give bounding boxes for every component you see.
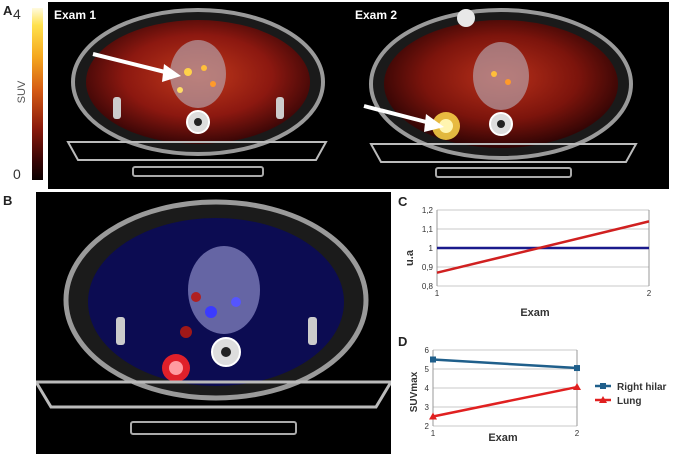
c-series-line	[436, 220, 650, 274]
panel-d-letter: D	[398, 334, 408, 349]
d-ytick-label: 2	[425, 422, 430, 431]
exam1-label: Exam 1	[54, 8, 97, 22]
d-legend-label: Lung	[617, 396, 641, 407]
d-legend-marker	[599, 396, 607, 403]
c-ytick-label: 1,2	[422, 206, 434, 215]
c-ytick-label: 0,8	[422, 282, 434, 291]
d-marker-square	[574, 365, 580, 372]
d-ytick-label: 3	[425, 403, 430, 412]
d-xtick-label: 2	[575, 429, 580, 438]
scale-max-label: 4	[13, 6, 21, 22]
chart-c: 0,8 0,9 1 1,1 1,2 1 2 u.a Exam	[404, 206, 652, 319]
c-xtick-label: 2	[647, 289, 652, 298]
suv-colorbar	[32, 8, 43, 180]
exam2-label: Exam 2	[355, 8, 398, 22]
d-legend-label: Right hilar	[617, 382, 667, 393]
panel-b-letter: B	[3, 193, 13, 208]
scale-min-label: 0	[13, 166, 21, 182]
d-ytick-label: 4	[425, 384, 430, 393]
panel-a-letter: A	[3, 3, 13, 18]
c-ytick-label: 1	[429, 244, 434, 253]
pet-ct-exam2-image	[346, 2, 669, 189]
d-xtick-label: 1	[431, 429, 436, 438]
chart-d-xlabel: Exam	[488, 432, 518, 444]
d-ytick-label: 6	[425, 346, 430, 355]
d-marker-triangle	[429, 412, 437, 420]
scale-title: SUV	[16, 80, 28, 104]
chart-c-xlabel: Exam	[520, 307, 550, 319]
d-legend-marker	[600, 383, 606, 389]
d-ytick-label: 5	[425, 365, 430, 374]
panel-c-letter: C	[398, 194, 408, 209]
pet-ct-difference-image	[36, 192, 391, 454]
d-series-line	[432, 358, 578, 370]
chart-c-ylabel: u.a	[404, 249, 416, 266]
d-marker-square	[430, 356, 436, 363]
c-ytick-label: 1,1	[422, 225, 434, 234]
d-series-line	[432, 385, 578, 418]
c-xtick-label: 1	[435, 289, 440, 298]
d-marker-triangle	[573, 383, 581, 391]
chart-d-ylabel: SUVmax	[409, 371, 420, 412]
c-ytick-label: 0,9	[422, 263, 434, 272]
pet-ct-exam1-image	[48, 2, 346, 189]
